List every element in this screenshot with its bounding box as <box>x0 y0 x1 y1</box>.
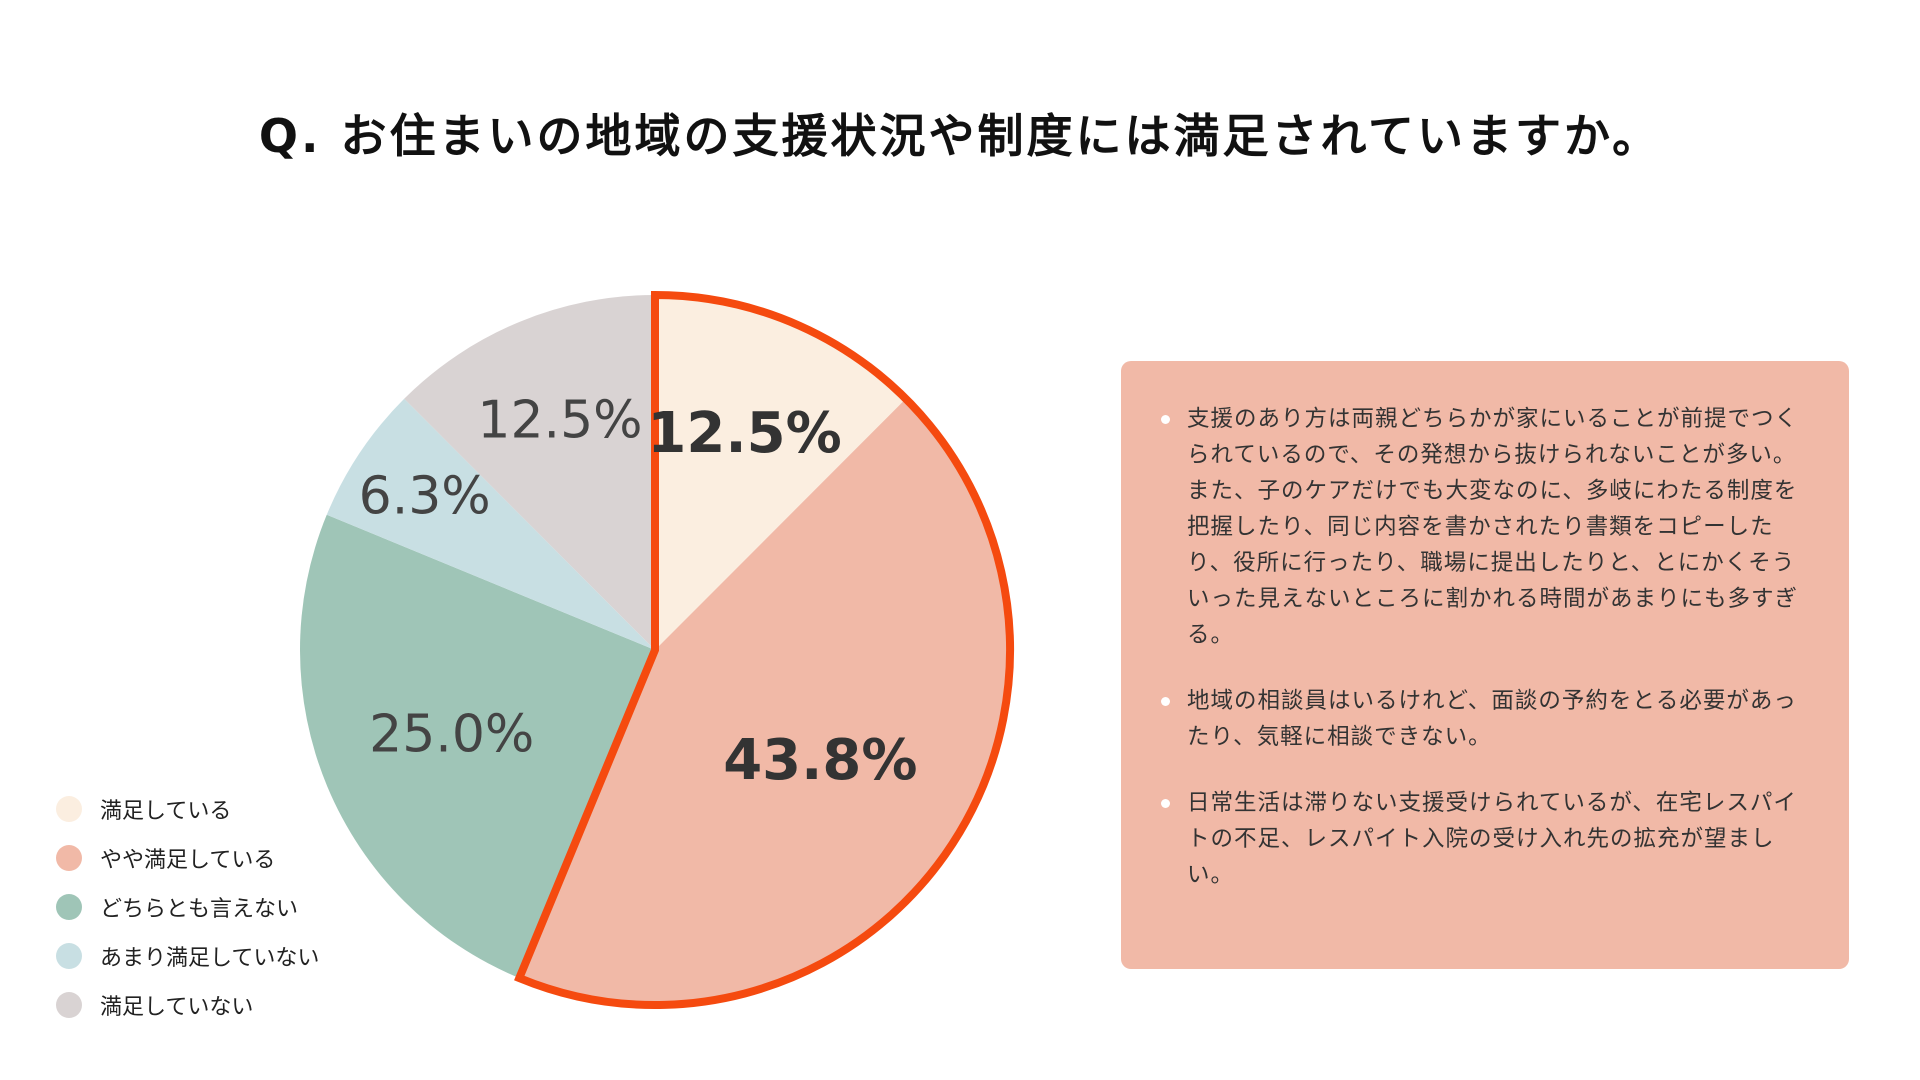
pie-slice-satisfied <box>655 295 906 650</box>
legend-swatch <box>56 893 82 920</box>
legend-label: 満足していない <box>100 994 254 1020</box>
legend-item-neutral: どちらとも言えない <box>56 882 319 931</box>
legend-label: あまり満足していない <box>100 945 320 971</box>
comment-text: 支援のあり方は両親どちらかが家にいることが前提でつくられているので、その発想から… <box>1187 406 1799 648</box>
comment-item: 地域の相談員はいるけれど、面談の予約をとる必要があったり、気軽に相談できない。 <box>1161 683 1805 755</box>
legend-swatch <box>56 991 82 1018</box>
slice-label-neutral: 25.0% <box>369 704 534 764</box>
legend-swatch <box>56 795 82 822</box>
pie-slice-somewhat-satisfied <box>519 398 1010 1005</box>
comment-text: 日常生活は滞りない支援受けられているが、在宅レスパイトの不足、レスパイト入院の受… <box>1187 790 1797 888</box>
legend-swatch <box>56 942 82 969</box>
comment-box: 支援のあり方は両親どちらかが家にいることが前提でつくられているので、その発想から… <box>1121 361 1849 969</box>
pie-slice-dissatisfied <box>404 295 655 650</box>
legend-item-dissatisfied: 満足していない <box>56 980 319 1029</box>
pie-chart: 12.5% 43.8% 25.0% 6.3% 12.5% <box>300 290 1014 1009</box>
slice-label-satisfied: 12.5% <box>647 401 841 466</box>
legend-swatch <box>56 844 82 871</box>
legend-label: どちらとも言えない <box>100 896 299 922</box>
legend-item-somewhat-dissatisfied: あまり満足していない <box>56 931 319 980</box>
legend-label: 満足している <box>100 798 232 824</box>
chart-legend: 満足しているやや満足している どちらとも言えない あまり満足していない 満足していない <box>56 784 319 1029</box>
legend-item-somewhat-satisfied: やや満足している <box>56 833 319 882</box>
slice-label-somewhat-dissatisfied: 6.3% <box>359 466 491 526</box>
pie-slice-somewhat-dissatisfied <box>326 398 655 650</box>
slice-label-dissatisfied: 12.5% <box>477 390 642 450</box>
chart-title: Q. お住まいの地域の支援状況や制度には満足されていますか。 <box>258 109 1662 163</box>
highlight-outline <box>514 290 1014 1009</box>
legend-label: やや満足している <box>100 847 276 873</box>
comment-item: 日常生活は滞りない支援受けられているが、在宅レスパイトの不足、レスパイト入院の受… <box>1161 785 1805 893</box>
legend-item-satisfied: 満足している <box>56 784 319 833</box>
comment-item: 支援のあり方は両親どちらかが家にいることが前提でつくられているので、その発想から… <box>1161 401 1805 653</box>
comment-text: 地域の相談員はいるけれど、面談の予約をとる必要があったり、気軽に相談できない。 <box>1187 688 1797 750</box>
slice-label-somewhat-satisfied: 43.8% <box>723 728 917 793</box>
